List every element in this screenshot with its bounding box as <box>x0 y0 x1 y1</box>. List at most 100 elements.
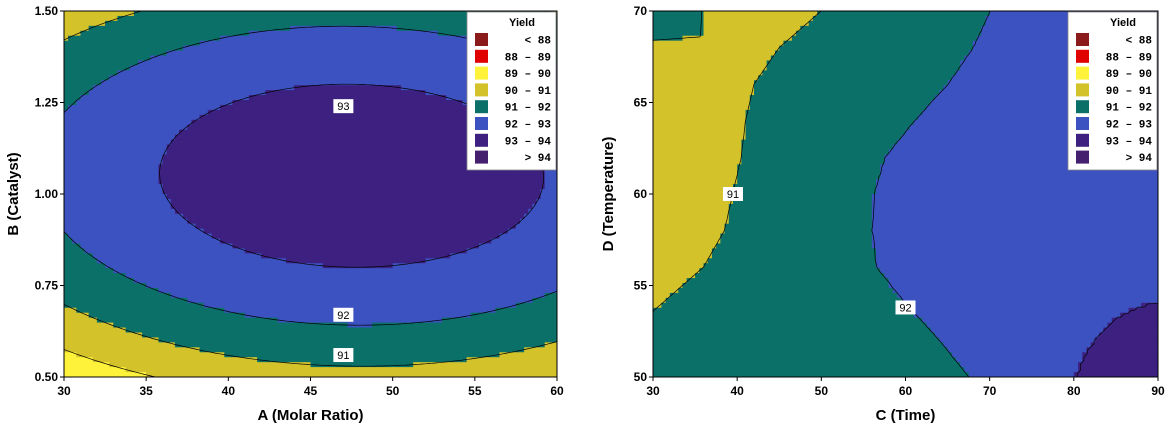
contour-cell <box>536 174 542 180</box>
contour-cell <box>446 149 451 156</box>
contour-cell <box>113 139 119 146</box>
contour-cell <box>433 164 439 170</box>
contour-cell <box>183 104 188 111</box>
contour-cell <box>224 213 229 220</box>
contour-cell <box>437 60 443 67</box>
contour-cell <box>335 149 340 156</box>
contour-cell <box>179 109 184 116</box>
contour-cell <box>170 60 176 67</box>
contour-cell <box>236 55 242 62</box>
contour-cell <box>183 159 188 165</box>
contour-cell <box>92 213 98 220</box>
contour-cell <box>125 119 131 126</box>
contour-cell <box>368 119 373 126</box>
contour-cell <box>113 15 119 22</box>
contour-cell <box>409 80 414 86</box>
contour-cell <box>421 169 427 175</box>
contour-cell <box>396 20 402 27</box>
contour-cell <box>437 159 443 165</box>
contour-cell <box>224 35 229 42</box>
contour-cell <box>322 35 328 42</box>
contour-cell <box>207 198 213 205</box>
contour-cell <box>68 90 73 96</box>
contour-cell <box>462 80 468 86</box>
contour-cell <box>203 85 209 91</box>
contour-cell <box>421 80 427 86</box>
contour-cell <box>211 139 217 146</box>
contour-cell <box>462 169 468 175</box>
contour-cell <box>100 60 106 67</box>
contour-cell <box>384 50 390 57</box>
contour-cell <box>413 109 418 116</box>
contour-cell <box>289 25 295 32</box>
contour-cell <box>137 114 143 121</box>
contour-cell <box>224 179 229 185</box>
contour-cell <box>285 75 291 81</box>
contour-cell <box>404 164 410 170</box>
contour-cell <box>109 124 114 131</box>
contour-cell <box>162 45 168 52</box>
contour-cell <box>351 174 357 180</box>
contour-cell <box>195 169 201 175</box>
contour-cell <box>207 114 213 121</box>
contour-cell <box>306 119 312 126</box>
contour-cell <box>396 50 402 57</box>
contour-cell <box>310 139 316 146</box>
contour-cell <box>372 149 377 156</box>
contour-cell <box>257 90 262 96</box>
contour-cell <box>359 159 365 165</box>
contour-cell <box>105 194 110 200</box>
contour-cell <box>137 15 143 22</box>
contour-cell <box>88 55 94 62</box>
contour-cell <box>146 208 151 215</box>
contour-cell <box>244 194 250 200</box>
contour-cell <box>68 114 73 121</box>
contour-cell <box>409 104 414 111</box>
contour-cell <box>146 203 151 210</box>
contour-cell <box>232 119 238 126</box>
contour-cell <box>322 50 328 57</box>
contour-cell <box>125 25 131 32</box>
contour-cell <box>100 55 106 62</box>
contour-cell <box>211 189 217 195</box>
contour-cell <box>207 169 213 175</box>
contour-cell <box>174 149 180 156</box>
contour-cell <box>310 70 316 76</box>
contour-cell <box>125 114 131 121</box>
contour-cell <box>335 134 340 141</box>
contour-cell <box>166 114 172 121</box>
contour-cell <box>396 35 402 42</box>
contour-cell <box>413 104 418 111</box>
contour-cell <box>146 149 151 156</box>
contour-cell <box>125 184 131 190</box>
contour-cell <box>137 189 143 195</box>
contour-cell <box>240 15 246 22</box>
contour-cell <box>425 124 431 131</box>
contour-cell <box>306 65 312 71</box>
contour-cell <box>384 65 390 71</box>
contour-cell <box>335 30 340 37</box>
contour-cell <box>72 104 77 111</box>
contour-cell <box>524 198 529 205</box>
contour-cell <box>125 104 131 111</box>
contour-cell <box>446 15 451 22</box>
contour-cell <box>331 149 336 156</box>
contour-cell <box>429 25 435 32</box>
contour-cell <box>421 15 427 22</box>
contour-cell <box>162 189 168 195</box>
contour-cell <box>170 124 176 131</box>
contour-cell <box>125 15 131 22</box>
contour-cell <box>240 20 246 27</box>
contour-cell <box>368 134 373 141</box>
contour-cell <box>261 40 266 47</box>
contour-cell <box>462 95 468 101</box>
contour-cell <box>289 15 295 22</box>
contour-cell <box>84 95 90 101</box>
contour-cell <box>520 208 525 215</box>
contour-cell <box>137 45 143 52</box>
contour-cell <box>269 164 275 170</box>
contour-cell <box>100 144 106 151</box>
contour-cell <box>84 11 90 17</box>
contour-cell <box>252 124 258 131</box>
contour-cell <box>515 174 521 180</box>
